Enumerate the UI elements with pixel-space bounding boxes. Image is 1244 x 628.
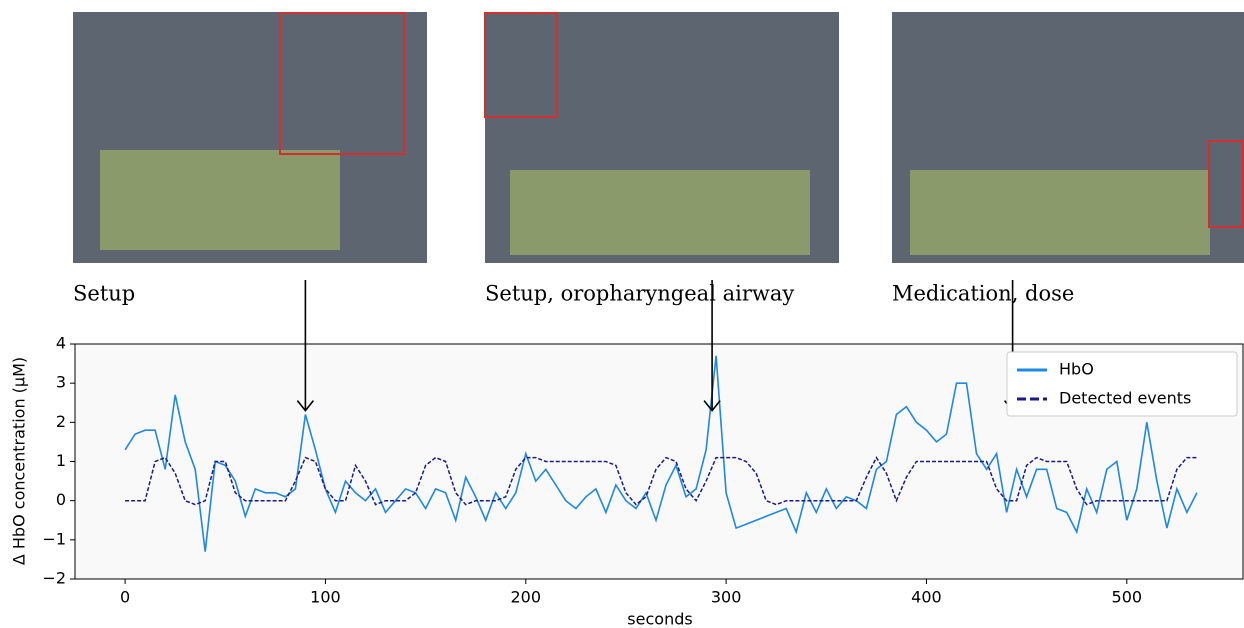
y-tick-label: 4	[56, 334, 66, 353]
x-tick-label: 100	[310, 588, 341, 607]
x-tick-label: 200	[510, 588, 541, 607]
y-tick-label: −2	[42, 569, 66, 588]
x-tick-label: 300	[711, 588, 742, 607]
x-tick-label: 0	[120, 588, 130, 607]
legend-label: HbO	[1059, 360, 1094, 379]
legend-label: Detected events	[1059, 389, 1191, 408]
photo-floor	[910, 170, 1210, 255]
photo-floor	[510, 170, 810, 255]
photo-panels	[73, 12, 1244, 263]
y-tick-label: 0	[56, 490, 66, 509]
y-tick-label: −1	[42, 529, 66, 548]
y-axis-label: Δ HbO concentration (μM)	[10, 357, 29, 565]
y-tick-label: 2	[56, 412, 66, 431]
annotation-text: Medication, dose	[892, 282, 1074, 306]
legend: HbO Detected events	[1007, 352, 1237, 416]
annotation-text: Setup	[73, 282, 135, 306]
y-tick-label: 3	[56, 373, 66, 392]
figure: Setup Setup, oropharyngeal airway Medica…	[0, 0, 1244, 628]
x-axis-label: seconds	[627, 610, 692, 628]
photo-floor	[100, 150, 340, 250]
y-tick-label: 1	[56, 451, 66, 470]
x-tick-label: 500	[1112, 588, 1143, 607]
x-tick-label: 400	[911, 588, 942, 607]
annotation-text: Setup, oropharyngeal airway	[485, 282, 794, 306]
